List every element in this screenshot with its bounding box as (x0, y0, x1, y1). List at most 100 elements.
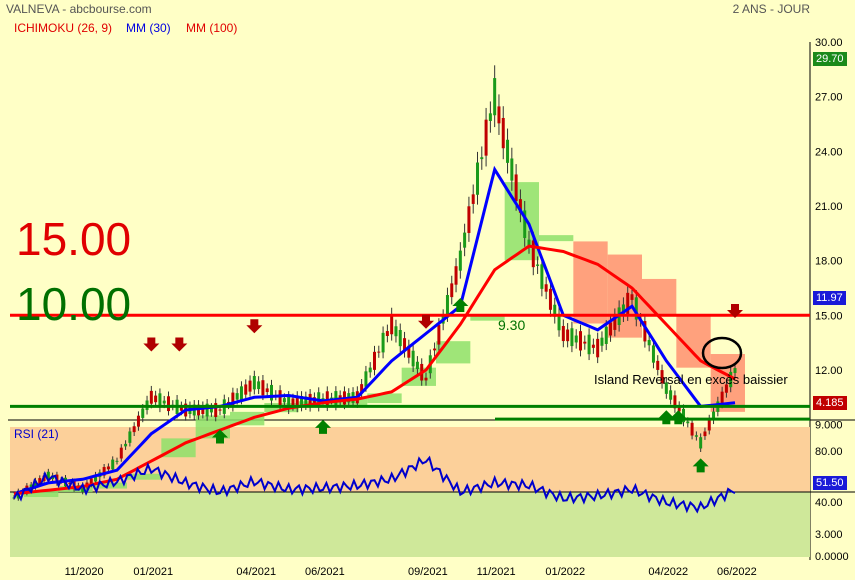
candle-body (149, 390, 153, 404)
cloud-segment (607, 254, 642, 338)
candle-body (613, 315, 617, 330)
time-tick-label: 04/2022 (648, 566, 688, 578)
candle-body (46, 471, 50, 480)
candle-body (480, 157, 484, 160)
candle-body (209, 407, 213, 413)
candle-body (553, 304, 557, 317)
candle-body (154, 395, 158, 403)
candle-body (536, 264, 540, 266)
candle-body (694, 435, 698, 437)
candle-body (583, 341, 587, 344)
candle-body (604, 326, 608, 344)
candle-body (686, 421, 690, 424)
candle-body (201, 406, 205, 415)
island-reversal-circle (701, 336, 743, 370)
candle-body (557, 313, 561, 331)
price-axis-labels: 30.00 27.00 24.00 21.00 18.00 15.00 12.00 9.000… (815, 37, 843, 541)
time-tick-label: 06/2021 (305, 566, 345, 578)
candle-body (373, 351, 376, 370)
candle-body (703, 431, 707, 437)
candle-body (587, 334, 591, 355)
legend-mm100: MM (100) (186, 21, 238, 35)
candle-body (433, 348, 437, 351)
candle-body (89, 478, 93, 485)
candle-body (300, 396, 304, 407)
price-tick-label: 3.000 (815, 529, 843, 541)
arrow-up-signal (452, 297, 469, 312)
candle-body (124, 443, 128, 447)
price-high-tag: 29.70 (813, 52, 847, 66)
cloud-segment (470, 314, 505, 321)
candle-body (621, 304, 625, 316)
arrow-down-signal (246, 319, 263, 334)
candle-body (506, 139, 510, 163)
candle-body (81, 484, 85, 492)
candle-body (527, 239, 531, 246)
candle-body (514, 174, 518, 202)
level-930-label: 9.30 (498, 317, 525, 333)
candle-body (407, 345, 411, 358)
price-tick-label: 24.00 (815, 146, 843, 158)
candle-body (257, 381, 261, 390)
candle-body (458, 250, 462, 271)
candle-body (244, 384, 248, 395)
candle-body (647, 339, 651, 346)
price-tick-label: 15.00 (815, 310, 843, 322)
candle-body (454, 266, 458, 285)
candle-body (579, 331, 582, 351)
chart-ticker: VALNEVA - abcbourse.com (6, 2, 152, 16)
candle-body (531, 240, 535, 268)
price-tick-label: 12.00 (815, 365, 843, 377)
time-tick-label: 09/2021 (408, 566, 448, 578)
candle-body (733, 368, 737, 373)
candle-body (102, 467, 106, 476)
candle-body (651, 345, 655, 363)
candle-body (510, 158, 514, 181)
arrow-down-signal (727, 303, 743, 318)
rsi-tick-0: 0.0000 (815, 551, 849, 563)
candle-body (390, 314, 394, 335)
candle-body (656, 360, 660, 370)
rsi-oversold-zone (10, 492, 810, 557)
candle-body (609, 322, 613, 336)
candle-body (501, 117, 505, 149)
candle-body (162, 400, 166, 404)
candle-body (167, 396, 170, 412)
candle-body (136, 415, 140, 427)
candle-body (205, 403, 209, 417)
price-tick-label: 30.00 (815, 37, 843, 49)
candle-body (291, 398, 295, 407)
candle-body (308, 393, 312, 408)
mm30-line (13, 165, 736, 496)
cloud-segment (367, 393, 402, 404)
candle-body (540, 264, 544, 289)
time-tick-label: 01/2021 (133, 566, 173, 578)
rsi-tick-40: 40.00 (815, 497, 843, 509)
candle-body (544, 284, 548, 292)
candle-body (304, 396, 308, 406)
candle-body (403, 338, 407, 352)
candle-body (669, 390, 673, 400)
signal-arrows (143, 297, 743, 473)
candle-body (626, 292, 630, 315)
candle-body (729, 371, 733, 388)
arrow-down-signal (418, 314, 434, 329)
legend-mm30: MM (30) (126, 21, 171, 35)
time-tick-label: 01/2022 (545, 566, 585, 578)
candle-body (493, 78, 497, 116)
support-resistance-lines (10, 313, 810, 421)
candle-body (720, 391, 724, 404)
candle-body (707, 419, 711, 431)
candle-body (596, 338, 600, 358)
candle-body (484, 119, 488, 156)
rsi-line (13, 455, 736, 514)
candle-body (630, 294, 634, 300)
candle-body (394, 326, 398, 337)
candle-body (548, 288, 552, 310)
rsi-tick-80: 80.00 (815, 446, 843, 458)
cloud-segment (127, 473, 162, 480)
arrow-up-signal (670, 410, 687, 425)
candle-body (278, 390, 282, 406)
candle-body (94, 474, 98, 482)
rsi-title: RSI (21) (14, 427, 59, 441)
